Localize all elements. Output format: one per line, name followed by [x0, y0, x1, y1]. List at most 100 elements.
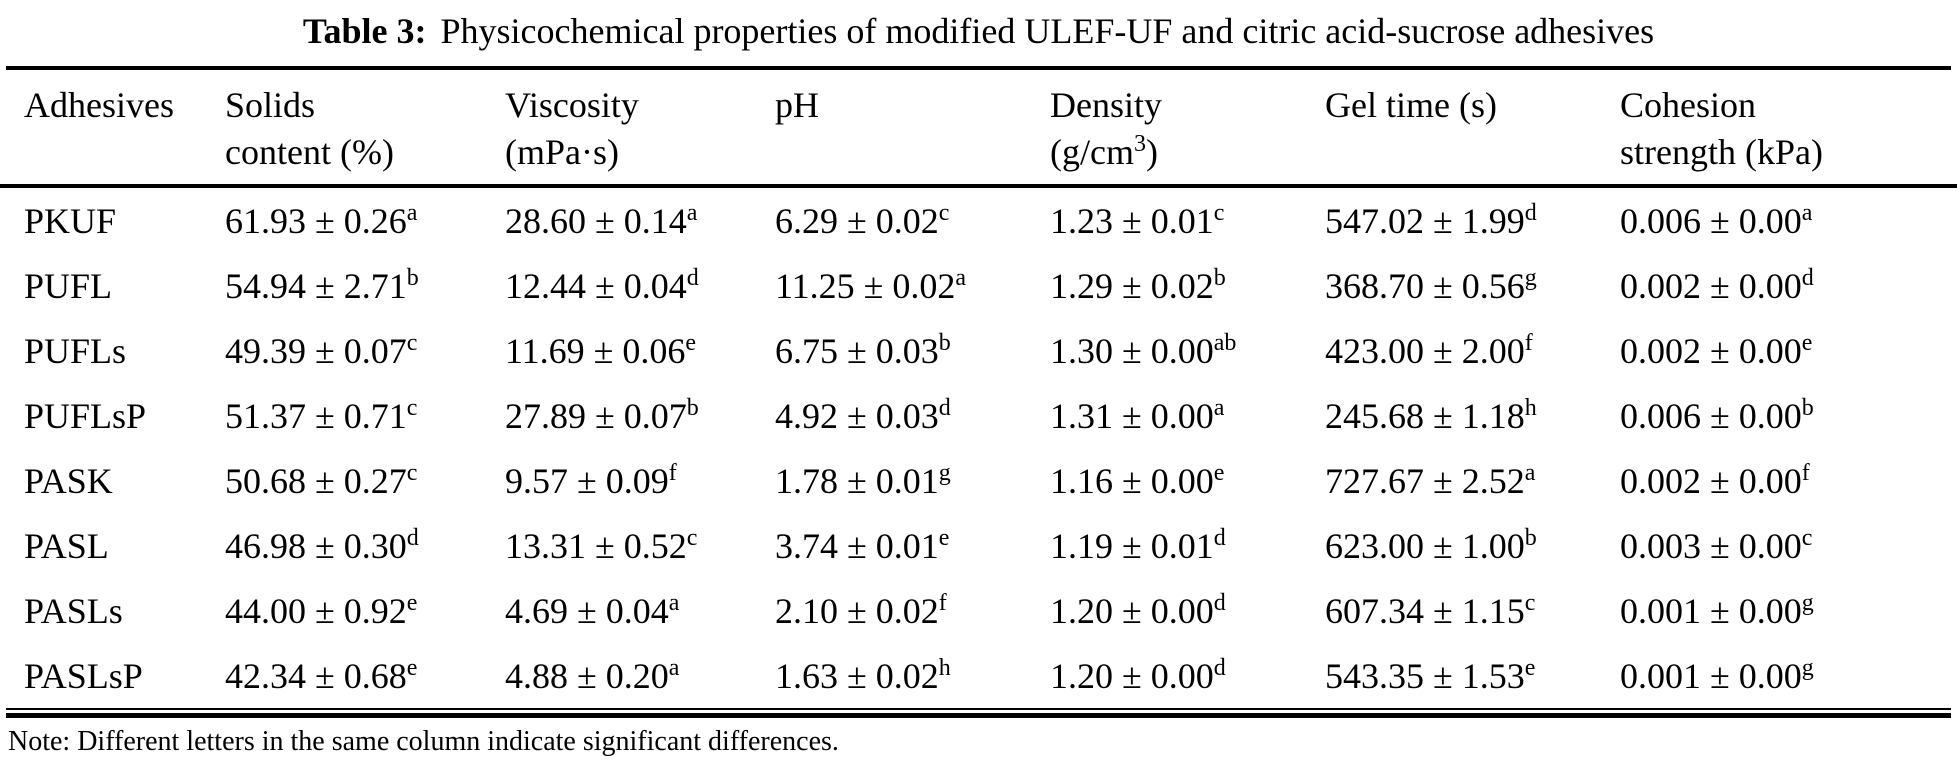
- superscript: b: [938, 329, 951, 356]
- superscript: a: [686, 199, 698, 226]
- properties-table: Adhesives Solids content (%) Viscosity (mPa·…: [0, 70, 1957, 708]
- text-run: strength (kPa): [1620, 132, 1823, 172]
- superscript: h: [938, 654, 951, 681]
- column-header-adhesive: Adhesives: [0, 70, 225, 188]
- cell-viscosity: 13.31 ± 0.52c: [505, 513, 775, 578]
- text-run: 4.69 ± 0.04: [505, 590, 669, 631]
- cell-adhesive: PASLs: [24, 590, 123, 631]
- superscript: b: [406, 264, 419, 291]
- text-run: ): [1145, 132, 1158, 172]
- text-run: 1.19 ± 0.01: [1050, 525, 1214, 566]
- text-run: 0.002 ± 0.00: [1620, 330, 1802, 371]
- superscript: e: [406, 589, 418, 616]
- cell-ph: 11.25 ± 0.02a: [775, 253, 1050, 318]
- text-run: 4.92 ± 0.03: [775, 395, 939, 436]
- text-run: Cohesion: [1620, 85, 1757, 125]
- cell-viscosity: 4.69 ± 0.04a: [505, 578, 775, 643]
- superscript: a: [668, 589, 680, 616]
- cell-cohesion-strength: 0.006 ± 0.00b: [1620, 383, 1957, 448]
- text-run: 4.88 ± 0.20: [505, 655, 669, 696]
- text-run: Viscosity: [505, 85, 639, 125]
- text-run: 27.89 ± 0.07: [505, 395, 687, 436]
- text-run: (mPa·s): [505, 132, 619, 172]
- cell-gel-time: 423.00 ± 2.00f: [1325, 318, 1620, 383]
- cell-ph: 6.29 ± 0.02c: [775, 186, 1050, 253]
- table-note: Note: Different letters in the same colu…: [8, 726, 839, 757]
- superscript: g: [938, 459, 951, 486]
- superscript: d: [1213, 524, 1226, 551]
- cell-ph: 3.74 ± 0.01e: [775, 513, 1050, 578]
- superscript: e: [1801, 329, 1813, 356]
- table-row: PUFL 54.94 ± 2.71b 12.44 ± 0.04d 11.25 ± 0.…: [0, 253, 1957, 318]
- column-header-cohesion-strength: Cohesion strength (kPa): [1620, 70, 1957, 188]
- text-run: 1.16 ± 0.00: [1050, 460, 1214, 501]
- text-run: 2.10 ± 0.02: [775, 590, 939, 631]
- cell-viscosity: 11.69 ± 0.06e: [505, 318, 775, 383]
- cell-cohesion-strength: 0.003 ± 0.00c: [1620, 513, 1957, 578]
- text-run: Density: [1050, 85, 1162, 125]
- text-run: 0.003 ± 0.00: [1620, 525, 1802, 566]
- header-line: Cohesion: [1620, 82, 1957, 129]
- table-body: PKUF 61.93 ± 0.26a 28.60 ± 0.14a 6.29 ± 0.0…: [0, 186, 1957, 708]
- cell-density: 1.30 ± 0.00ab: [1050, 318, 1325, 383]
- superscript: d: [1213, 654, 1226, 681]
- cell-density: 1.20 ± 0.00d: [1050, 643, 1325, 708]
- superscript: a: [1213, 394, 1225, 421]
- cell-solids-content: 61.93 ± 0.26a: [225, 186, 505, 253]
- text-run: pH: [775, 85, 819, 125]
- bottom-thick-rule: [6, 713, 1951, 718]
- table-row: PUFLs 49.39 ± 0.07c 11.69 ± 0.06e 6.75 ± 0.…: [0, 318, 1957, 383]
- cell-adhesive: PUFLs: [24, 330, 127, 371]
- text-run: 543.35 ± 1.53: [1325, 655, 1525, 696]
- superscript: g: [1801, 589, 1814, 616]
- superscript: c: [406, 394, 418, 421]
- header-line: Viscosity: [505, 82, 775, 129]
- text-run: 9.57 ± 0.09: [505, 460, 669, 501]
- header-line: Gel time (s): [1325, 82, 1620, 129]
- superscript: d: [1213, 589, 1226, 616]
- header-line: Solids: [225, 82, 505, 129]
- text-run: 49.39 ± 0.07: [225, 330, 407, 371]
- bottom-thin-rule: [6, 708, 1951, 710]
- column-header-gel-time: Gel time (s): [1325, 70, 1620, 188]
- cell-cohesion-strength: 0.002 ± 0.00e: [1620, 318, 1957, 383]
- table-row: PASK 50.68 ± 0.27c 9.57 ± 0.09f 1.78 ± 0.01…: [0, 448, 1957, 513]
- text-run: 0.001 ± 0.00: [1620, 590, 1802, 631]
- text-run: 0.002 ± 0.00: [1620, 460, 1802, 501]
- cell-density: 1.31 ± 0.00a: [1050, 383, 1325, 448]
- cell-ph: 2.10 ± 0.02f: [775, 578, 1050, 643]
- cell-solids-content: 42.34 ± 0.68e: [225, 643, 505, 708]
- table-title-label: Table 3:: [302, 11, 427, 51]
- header-line: content (%): [225, 129, 505, 176]
- text-run: 46.98 ± 0.30: [225, 525, 407, 566]
- superscript: h: [1524, 394, 1537, 421]
- superscript: c: [938, 199, 950, 226]
- superscript: c: [1213, 199, 1225, 226]
- text-run: content (%): [225, 132, 394, 172]
- text-run: 245.68 ± 1.18: [1325, 395, 1525, 436]
- text-run: 1.29 ± 0.02: [1050, 265, 1214, 306]
- cell-ph: 1.63 ± 0.02h: [775, 643, 1050, 708]
- table-row: PASL 46.98 ± 0.30d 13.31 ± 0.52c 3.74 ± 0.0…: [0, 513, 1957, 578]
- text-run: 0.006 ± 0.00: [1620, 395, 1802, 436]
- superscript: f: [1524, 329, 1533, 356]
- text-run: 0.006 ± 0.00: [1620, 200, 1802, 241]
- cell-density: 1.23 ± 0.01c: [1050, 186, 1325, 253]
- superscript: e: [1213, 459, 1225, 486]
- text-run: 1.23 ± 0.01: [1050, 200, 1214, 241]
- text-run: 51.37 ± 0.71: [225, 395, 407, 436]
- superscript: c: [406, 459, 418, 486]
- cell-viscosity: 27.89 ± 0.07b: [505, 383, 775, 448]
- superscript: d: [686, 264, 699, 291]
- table-row: PKUF 61.93 ± 0.26a 28.60 ± 0.14a 6.29 ± 0.0…: [0, 186, 1957, 253]
- cell-gel-time: 543.35 ± 1.53e: [1325, 643, 1620, 708]
- text-run: 54.94 ± 2.71: [225, 265, 407, 306]
- superscript: c: [406, 329, 418, 356]
- cell-solids-content: 49.39 ± 0.07c: [225, 318, 505, 383]
- header-line: strength (kPa): [1620, 129, 1957, 176]
- text-run: 1.30 ± 0.00: [1050, 330, 1214, 371]
- text-run: 368.70 ± 0.56: [1325, 265, 1525, 306]
- superscript: f: [668, 459, 677, 486]
- superscript: 3: [1133, 131, 1146, 157]
